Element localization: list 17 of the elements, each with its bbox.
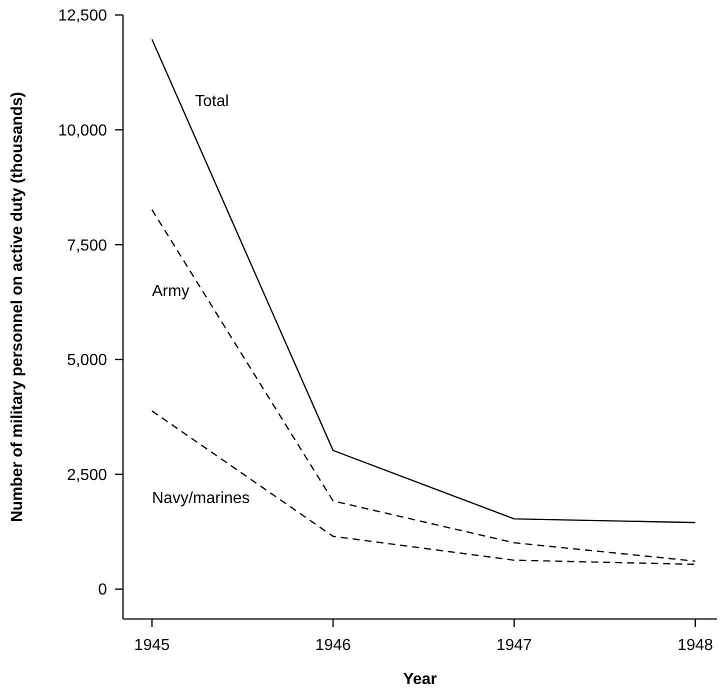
y-tick-label: 5,000 bbox=[66, 352, 108, 370]
y-axis-title: Number of military personnel on active duty (thousands) bbox=[9, 92, 26, 522]
x-tick-label: 1945 bbox=[134, 637, 170, 654]
y-tick-label: 10,000 bbox=[58, 122, 108, 140]
y-tick-label: 0 bbox=[98, 582, 108, 599]
x-axis-title: Year bbox=[403, 671, 437, 688]
x-tick-label: 1946 bbox=[315, 637, 351, 654]
y-tick-label: 12,500 bbox=[58, 8, 108, 25]
x-tick-label: 1948 bbox=[677, 637, 714, 654]
y-tick-label: 2,500 bbox=[66, 466, 108, 484]
series-label: Navy/marines bbox=[152, 490, 250, 507]
series-label: Total bbox=[195, 93, 229, 110]
line-series bbox=[151, 209, 696, 562]
line-series bbox=[151, 38, 696, 524]
y-tick-label: 7,500 bbox=[66, 237, 108, 254]
series-label: Army bbox=[152, 283, 190, 300]
x-tick-label: 1947 bbox=[496, 637, 532, 654]
